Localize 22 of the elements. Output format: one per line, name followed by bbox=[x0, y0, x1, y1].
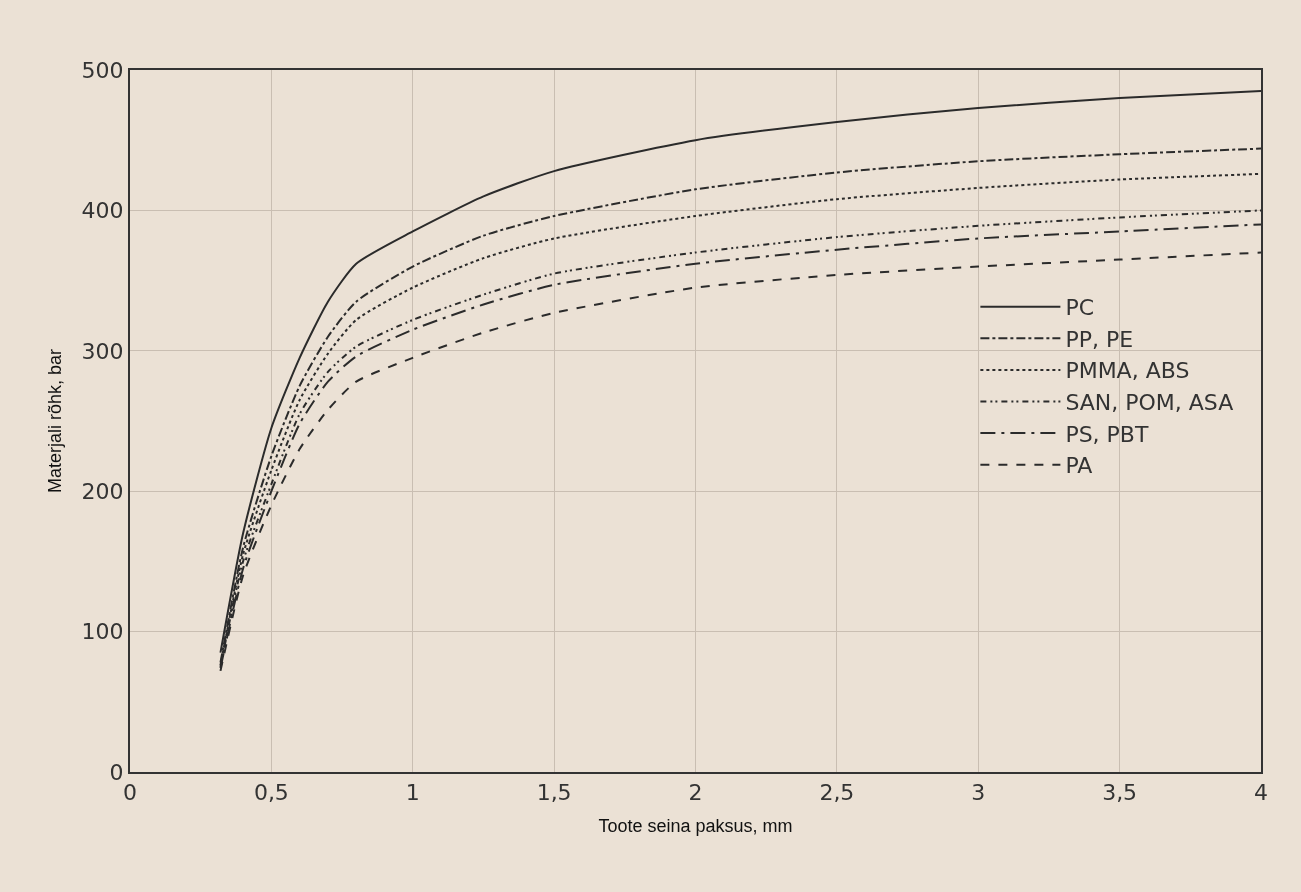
x-tick-label: 0,5 bbox=[253, 780, 289, 806]
legend-label: PC bbox=[1065, 295, 1095, 321]
y-tick-label: 0 bbox=[109, 759, 124, 785]
y-tick-label: 100 bbox=[81, 619, 124, 645]
legend-label: SAN, POM, ASA bbox=[1065, 390, 1234, 416]
legend-label: PS, PBT bbox=[1065, 421, 1149, 447]
legend-label: PA bbox=[1065, 453, 1093, 479]
y-axis-title: Materjali rõhk, bar bbox=[45, 348, 66, 494]
legend-label: PP, PE bbox=[1065, 326, 1134, 352]
y-tick-label: 500 bbox=[81, 57, 124, 83]
legend-label: PMMA, ABS bbox=[1065, 358, 1190, 384]
y-tick-label: 400 bbox=[81, 198, 124, 224]
x-tick-label: 4 bbox=[1254, 780, 1268, 806]
x-axis-title: Toote seina paksus, mm bbox=[598, 816, 793, 836]
x-tick-label: 2 bbox=[688, 780, 703, 806]
x-tick-label: 3 bbox=[971, 780, 986, 806]
x-tick-label: 2,5 bbox=[819, 780, 855, 806]
y-tick-label: 200 bbox=[81, 478, 124, 504]
x-tick-label: 1,5 bbox=[536, 780, 572, 806]
x-tick-label: 1 bbox=[405, 780, 420, 806]
y-tick-label: 300 bbox=[81, 338, 124, 364]
x-tick-label: 3,5 bbox=[1102, 780, 1138, 806]
